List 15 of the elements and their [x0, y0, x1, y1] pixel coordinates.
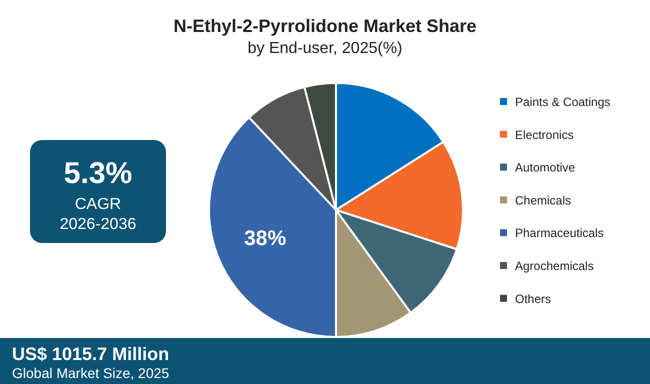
legend-label: Agrochemicals: [515, 259, 594, 273]
legend-label: Paints & Coatings: [515, 95, 610, 109]
text: US$ 1015.7 Million: [12, 344, 170, 364]
text: 5.3%: [64, 157, 132, 190]
chart-title: N-Ethyl-2-Pyrrolidone Market Share: [173, 16, 477, 36]
legend-label: Electronics: [515, 128, 574, 142]
legend-label: Automotive: [515, 160, 576, 175]
data-label: 38%: [244, 227, 286, 250]
legend-label: Chemicals: [515, 193, 572, 208]
legend-label: Pharmaceuticals: [515, 226, 604, 240]
legend-label: Others: [515, 292, 552, 306]
text: Global Market Size, 2025: [12, 365, 170, 381]
chart-subtitle: by End-user, 2025(%): [248, 40, 402, 57]
text: CAGR: [74, 196, 122, 213]
text: 2026-2036: [60, 216, 136, 233]
